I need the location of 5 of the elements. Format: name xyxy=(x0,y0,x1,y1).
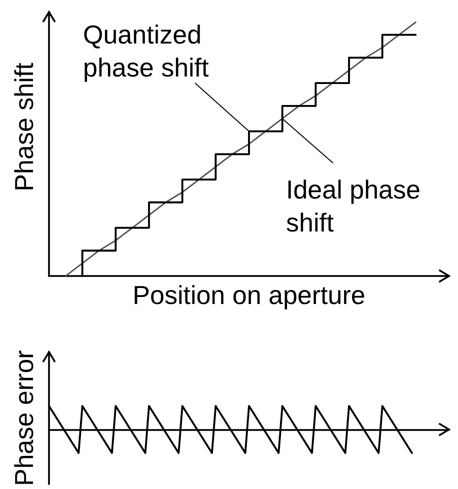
y-axis-title: Phase shift xyxy=(9,62,39,192)
annotation: Quantized phase shift xyxy=(83,20,210,82)
annotation: Ideal phase shift xyxy=(286,174,428,238)
y-axis-title: Phase error xyxy=(9,350,39,486)
x-axis-title: Position on aperture xyxy=(132,280,366,310)
